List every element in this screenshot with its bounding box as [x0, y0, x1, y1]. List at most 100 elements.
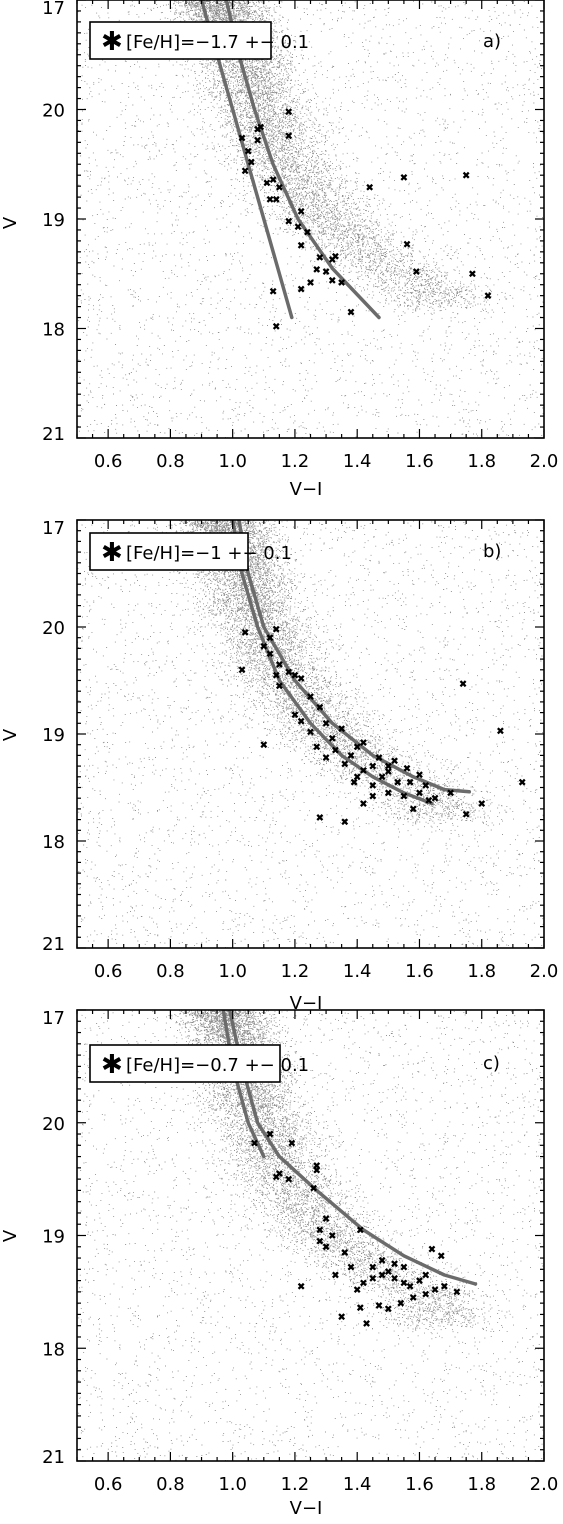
x-tick-label: 1.6 [405, 961, 434, 982]
member-star-point [366, 183, 374, 191]
member-star-point [341, 760, 349, 768]
member-star-point [347, 308, 355, 316]
x-tick-label: 1.2 [281, 961, 310, 982]
y-tick-label: 19 [42, 1227, 65, 1248]
member-star-point [322, 1243, 330, 1251]
member-star-point [307, 728, 314, 736]
x-tick-label: 1.0 [218, 451, 247, 472]
member-star-point [307, 279, 314, 286]
member-star-point [272, 195, 280, 203]
y-tick-label: 18 [42, 1339, 65, 1360]
panel-label-c: c) [483, 1053, 500, 1074]
member-star-point [369, 781, 377, 789]
member-star-point [341, 818, 349, 826]
member-star-point [409, 805, 417, 813]
x-tick-label: 0.8 [156, 451, 185, 472]
member-star-point [400, 792, 408, 800]
member-star-point [403, 240, 411, 248]
member-star-point [496, 727, 504, 735]
member-star-point [297, 241, 305, 249]
isochrone-line-1 [221, 1010, 266, 1159]
member-star-point [266, 195, 274, 203]
member-star-point [353, 773, 361, 781]
member-star-point [313, 743, 321, 751]
member-star-point [285, 217, 293, 225]
member-star-point [378, 773, 386, 781]
member-star-point [484, 292, 492, 300]
y-tick-label: 19 [42, 210, 65, 231]
x-tick-label: 1.4 [343, 961, 372, 982]
member-star-point [310, 1184, 318, 1192]
y-axis-label-c: V [0, 1229, 21, 1242]
x-tick-label: 0.6 [94, 1474, 123, 1495]
member-star-point [247, 158, 255, 166]
member-star-point [241, 628, 249, 636]
member-stars-b [238, 625, 526, 826]
y-tick-label: 20 [42, 1114, 65, 1135]
member-star-point [406, 778, 414, 786]
member-star-point [313, 265, 321, 273]
x-tick-label: 2.0 [530, 961, 559, 982]
axis-ticks-a: 0.6 0.8 1.0 1.2 1.4 1.6 1.8 2.0 17 18 19 20 21 [42, 0, 558, 472]
member-star-point [360, 800, 367, 807]
member-star-point [400, 173, 408, 181]
member-star-point [440, 1282, 448, 1290]
member-star-point [322, 719, 330, 727]
y-tick-label: 20 [42, 618, 65, 639]
member-star-point [384, 768, 392, 775]
member-star-point [347, 751, 355, 759]
panel-a: 0.6 0.8 1.0 1.2 1.4 1.6 1.8 2.0 17 18 19 20 21 ✱ [Fe… [0, 0, 558, 500]
y-tick-label: 21 [42, 424, 65, 445]
member-star-point [328, 1232, 336, 1239]
member-star-point [360, 739, 367, 746]
member-star-point [297, 674, 305, 682]
member-star-point [285, 108, 293, 116]
field-star-cloud [77, 520, 544, 948]
x-tick-label: 1.6 [405, 1474, 434, 1495]
member-star-point [412, 268, 420, 275]
member-star-point [378, 1271, 386, 1279]
field-stars-b [77, 520, 544, 948]
x-tick-label: 1.4 [343, 451, 372, 472]
x-tick-label: 1.0 [218, 961, 247, 982]
member-star-point [397, 1299, 405, 1307]
member-star-point [409, 1294, 417, 1301]
member-star-point [369, 762, 377, 770]
member-star-point [462, 810, 470, 818]
member-star-point [251, 1139, 258, 1147]
legend-marker-a: ✱ [101, 27, 123, 57]
x-tick-label: 2.0 [530, 1474, 559, 1495]
member-star-point [294, 223, 302, 231]
member-star-point [422, 781, 430, 789]
member-star-point [322, 268, 330, 275]
member-star-point [453, 1288, 461, 1296]
member-star-point [394, 778, 402, 786]
y-axis-label-b: V [0, 728, 21, 741]
member-star-point [316, 814, 324, 821]
legend-marker-c: ✱ [101, 1050, 123, 1080]
legend-text-b: [Fe/H]=−1 +− 0.1 [126, 543, 292, 564]
member-star-point [518, 778, 526, 786]
member-star-point [322, 1215, 330, 1223]
x-tick-label: 1.2 [281, 1474, 310, 1495]
member-star-point [353, 1286, 361, 1294]
member-star-point [316, 703, 324, 711]
member-star-point [350, 778, 358, 786]
isochrone-line-2 [237, 520, 472, 794]
member-star-point [356, 1304, 364, 1312]
legend-text-a: [Fe/H]=−1.7 +− 0.1 [126, 32, 309, 53]
member-star-point [266, 634, 274, 642]
member-star-point [369, 1274, 377, 1282]
legend-box-a [89, 21, 272, 60]
x-tick-label: 0.6 [94, 961, 123, 982]
member-star-point [260, 741, 268, 749]
y-tick-label: 21 [42, 934, 65, 955]
member-star-point [422, 1290, 430, 1298]
member-star-point [416, 789, 423, 797]
member-star-point [254, 136, 261, 144]
x-tick-label: 1.6 [405, 451, 434, 472]
member-star-point [478, 800, 486, 807]
member-star-point [241, 167, 249, 175]
member-stars-a [238, 108, 492, 330]
member-star-point [254, 125, 261, 133]
